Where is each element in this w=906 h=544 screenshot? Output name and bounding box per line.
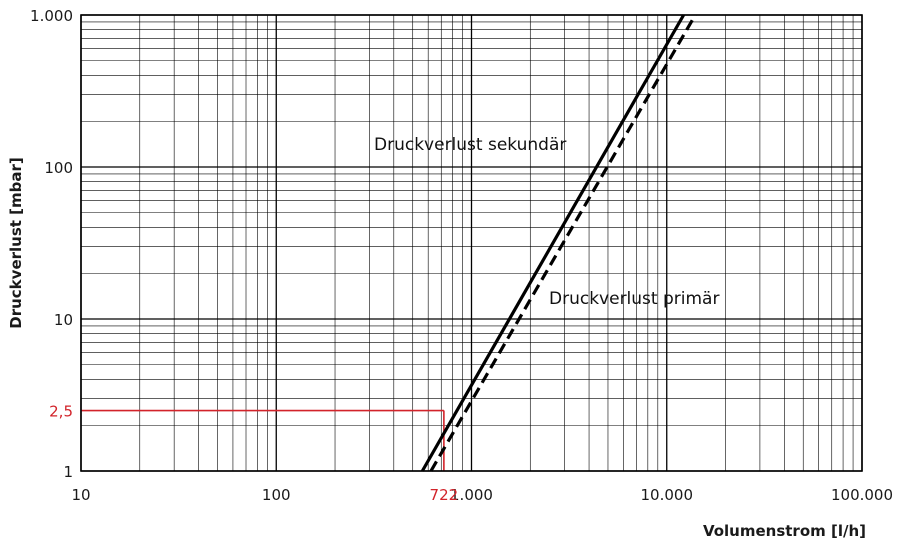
y-tick-label: 1.000 [30, 7, 73, 25]
x-tick-label: 100 [262, 486, 291, 504]
y-tick-label: 100 [44, 159, 73, 177]
reference-x-label: 722 [430, 486, 459, 504]
major-grid [80, 14, 863, 472]
y-tick-labels: 1 10 100 1.000 [30, 7, 73, 481]
x-tick-label: 10.000 [641, 486, 694, 504]
y-axis-title: Druckverlust [mbar] [7, 157, 25, 328]
reference-labels: 722 2,5 [49, 403, 458, 504]
reference-marker [81, 409, 445, 471]
plot-frame [80, 14, 863, 472]
x-tick-label: 10 [71, 486, 90, 504]
y-tick-label: 10 [54, 311, 73, 329]
reference-y-label: 2,5 [49, 403, 73, 421]
x-tick-label: 1.000 [450, 486, 493, 504]
series-lines [420, 14, 697, 472]
series-label-primaer: Druckverlust primär [549, 289, 719, 309]
series-line-sekundaer [420, 14, 686, 472]
x-tick-labels: 10 100 1.000 10.000 100.000 [71, 486, 893, 504]
series-label-sekundaer: Druckverlust sekundär [374, 135, 566, 155]
x-axis-title: Volumenstrom [l/h] [703, 522, 866, 540]
y-tick-label: 1 [63, 463, 73, 481]
series-line-primaer [429, 14, 697, 472]
x-tick-label: 100.000 [831, 486, 893, 504]
